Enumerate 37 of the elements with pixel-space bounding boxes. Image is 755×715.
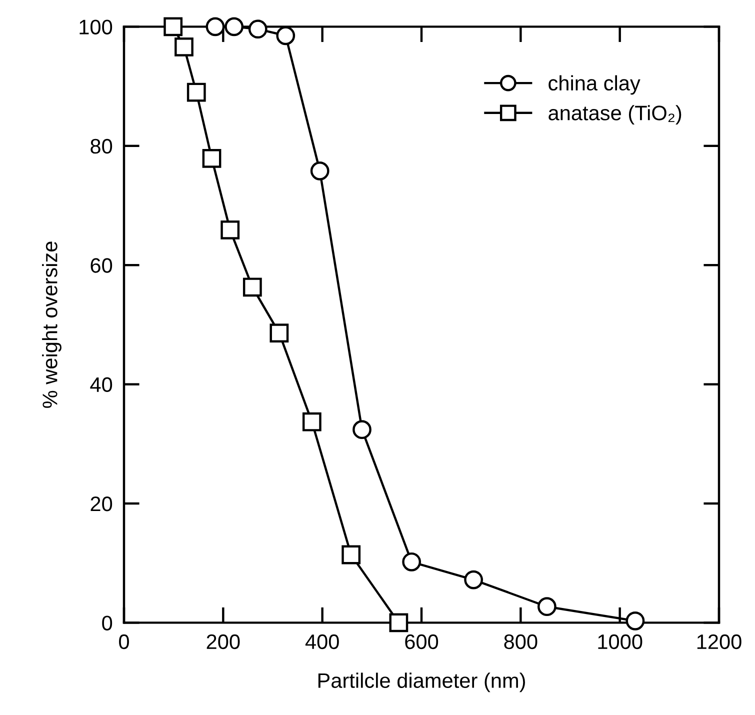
point bbox=[202, 148, 222, 168]
point bbox=[174, 38, 194, 56]
point bbox=[464, 570, 484, 590]
x-axis-title: Partilcle diameter (nm) bbox=[318, 672, 525, 692]
x-tick-label: 800 bbox=[504, 634, 538, 650]
y-tick-label: 40 bbox=[90, 377, 112, 392]
point bbox=[389, 613, 408, 632]
point bbox=[402, 552, 422, 572]
legend-label: anatase (TiO₂) bbox=[548, 105, 682, 124]
point bbox=[310, 161, 330, 180]
legend-label: china clay bbox=[548, 75, 640, 95]
y-tick-label: 60 bbox=[90, 258, 112, 273]
point bbox=[538, 597, 556, 616]
point bbox=[270, 324, 289, 342]
point bbox=[342, 545, 361, 564]
point bbox=[248, 20, 268, 39]
y-axis-title: % weight oversize bbox=[42, 242, 62, 408]
y-tick-label: 20 bbox=[90, 496, 112, 512]
point bbox=[164, 17, 183, 36]
x-tick-label: 200 bbox=[206, 634, 240, 650]
point bbox=[220, 220, 240, 240]
point bbox=[626, 611, 645, 630]
x-tick-label: 1000 bbox=[598, 634, 642, 650]
y-tick-label: 80 bbox=[90, 138, 112, 154]
x-tick-label: 400 bbox=[305, 634, 339, 650]
point bbox=[242, 278, 262, 297]
y-tick-label: 0 bbox=[102, 616, 112, 630]
y-tick-label: 100 bbox=[80, 20, 112, 34]
point bbox=[276, 26, 296, 46]
point bbox=[186, 82, 206, 102]
point bbox=[352, 420, 372, 440]
point bbox=[302, 412, 322, 432]
point bbox=[224, 17, 244, 36]
point bbox=[206, 17, 225, 36]
x-tick-label: 0 bbox=[119, 634, 129, 650]
x-tick-label: 600 bbox=[405, 634, 438, 650]
x-tick-label: 1200 bbox=[697, 634, 742, 650]
